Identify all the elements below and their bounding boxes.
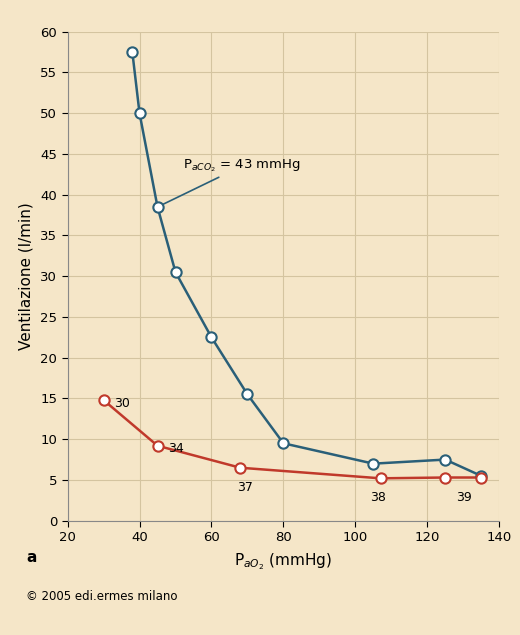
Point	[441, 472, 449, 483]
Text: 39: 39	[456, 491, 472, 504]
Text: P$_{aCO_2}$ = 43 mmHg: P$_{aCO_2}$ = 43 mmHg	[158, 158, 301, 207]
Point	[477, 472, 485, 483]
Point	[243, 389, 252, 399]
Point	[128, 47, 136, 57]
Point	[236, 463, 244, 473]
Point	[99, 395, 108, 405]
Y-axis label: Ventilazione (l/min): Ventilazione (l/min)	[18, 203, 33, 350]
Point	[153, 202, 162, 212]
Point	[369, 458, 378, 469]
Text: © 2005 edi.ermes milano: © 2005 edi.ermes milano	[26, 590, 177, 603]
Text: 34: 34	[168, 443, 184, 455]
X-axis label: P$_{aO_2}$ (mmHg): P$_{aO_2}$ (mmHg)	[235, 551, 332, 572]
Point	[376, 473, 385, 483]
Text: a: a	[26, 550, 36, 565]
Point	[207, 332, 216, 342]
Text: 30: 30	[114, 397, 130, 410]
Text: 38: 38	[370, 491, 386, 504]
Point	[135, 108, 144, 118]
Point	[441, 455, 449, 465]
Point	[279, 438, 288, 448]
Point	[153, 441, 162, 451]
Text: 37: 37	[237, 481, 253, 494]
Point	[477, 471, 485, 481]
Point	[172, 267, 180, 277]
